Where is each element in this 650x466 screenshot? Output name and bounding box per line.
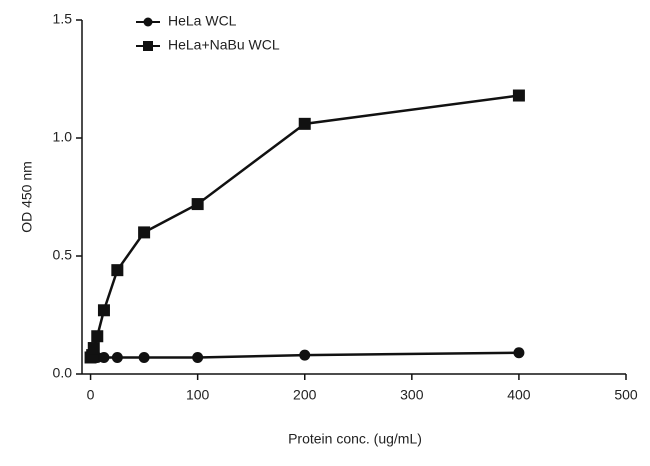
x-tick-label: 500 [614, 387, 638, 403]
x-axis-label: Protein conc. (ug/mL) [288, 431, 422, 447]
y-tick-label: 1.5 [53, 11, 73, 27]
y-tick-label: 0.5 [53, 247, 73, 263]
data-point [98, 351, 110, 363]
data-point [138, 351, 150, 363]
x-tick-label: 400 [507, 387, 531, 403]
y-tick-label: 0.0 [53, 365, 73, 381]
legend-marker [143, 17, 153, 27]
data-point [87, 342, 100, 355]
data-point [97, 304, 110, 317]
data-point [111, 351, 123, 363]
data-point [111, 264, 124, 277]
x-tick-label: 200 [293, 387, 317, 403]
data-point [298, 117, 311, 130]
data-point [512, 89, 525, 102]
x-tick-label: 0 [87, 387, 95, 403]
legend-label: HeLa+NaBu WCL [168, 37, 280, 53]
data-point [138, 226, 151, 239]
y-axis-label: OD 450 nm [19, 161, 35, 233]
x-tick-label: 100 [186, 387, 210, 403]
y-tick-label: 1.0 [53, 129, 73, 145]
data-point [192, 351, 204, 363]
data-point [91, 330, 104, 343]
legend-label: HeLa WCL [168, 13, 237, 29]
legend-marker [143, 41, 153, 51]
data-point [191, 198, 204, 211]
x-tick-label: 300 [400, 387, 424, 403]
series-line [89, 94, 520, 359]
data-point [299, 349, 311, 361]
data-point [513, 347, 525, 359]
